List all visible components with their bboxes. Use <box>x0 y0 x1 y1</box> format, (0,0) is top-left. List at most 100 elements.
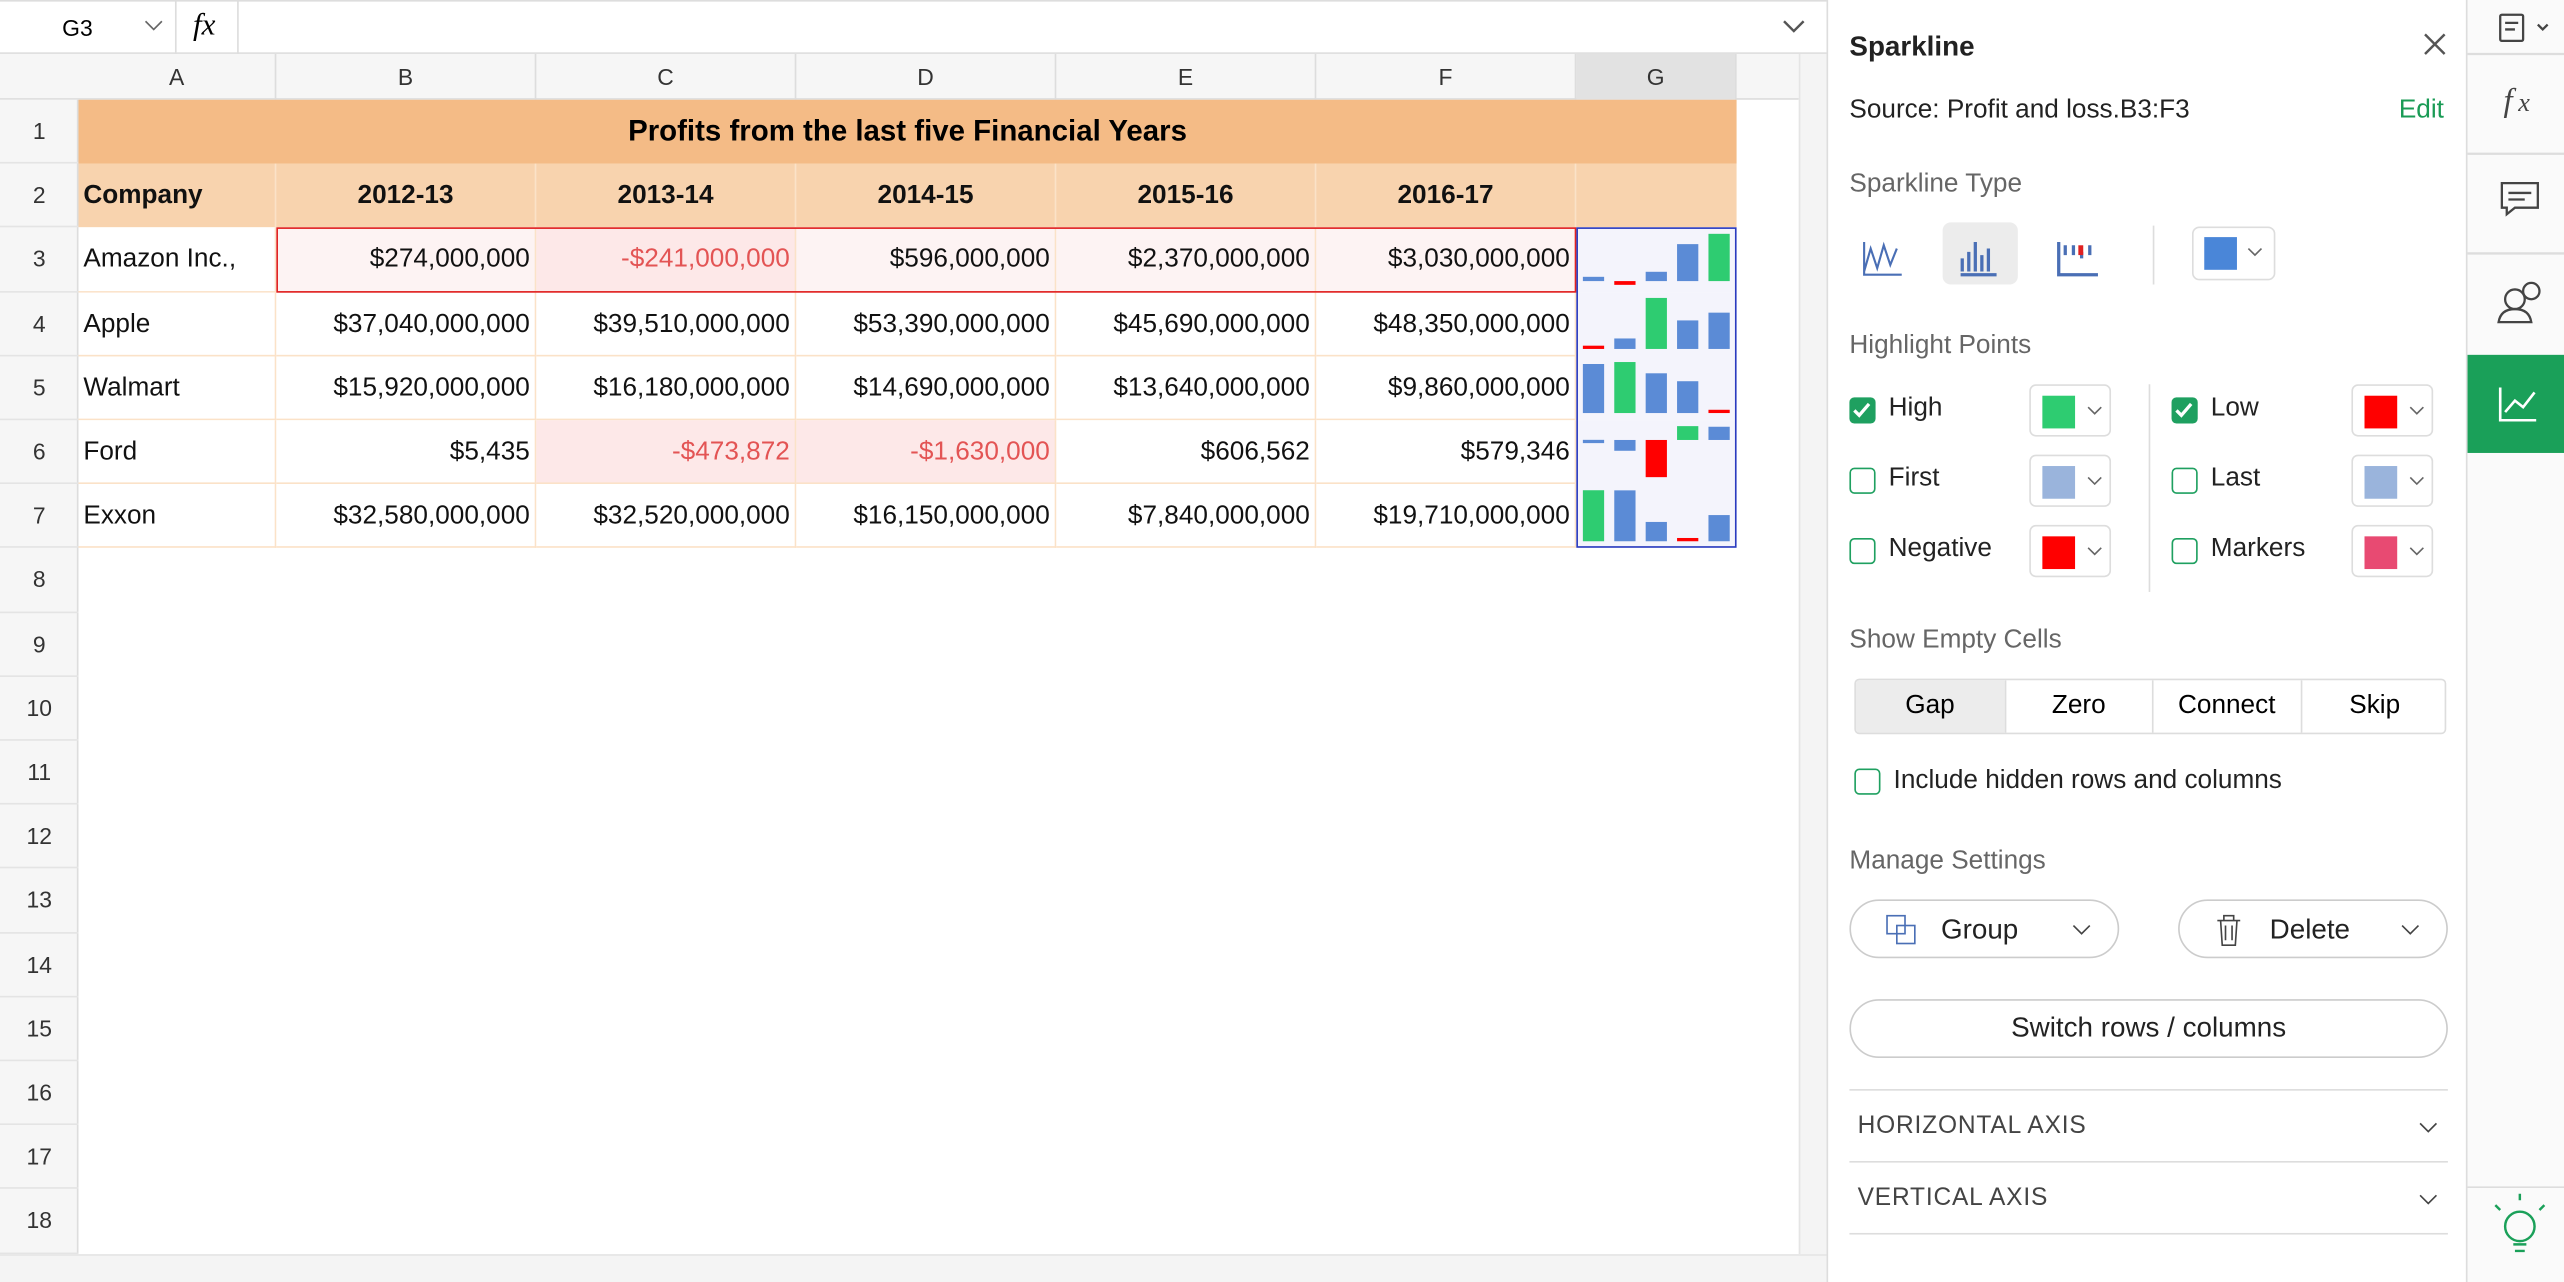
cell[interactable]: Ford <box>78 420 277 485</box>
header-cell: 2015-16 <box>1056 163 1317 228</box>
cell[interactable]: Amazon Inc., <box>78 227 277 293</box>
cell[interactable]: $9,860,000,000 <box>1316 356 1577 421</box>
segment[interactable]: Connect <box>2151 680 2300 733</box>
checkbox[interactable] <box>1849 467 1876 494</box>
column-header[interactable]: D <box>796 53 1057 100</box>
column-header[interactable]: B <box>276 53 537 100</box>
checkbox[interactable] <box>1854 768 1881 795</box>
chev <box>2409 547 2424 556</box>
accordion[interactable]: HORIZONTAL AXIS <box>1857 1111 2087 1140</box>
cell[interactable]: -$1,630,000 <box>796 420 1057 485</box>
spark-bar <box>1677 321 1699 350</box>
row-header[interactable]: 10 <box>0 677 79 741</box>
type-icons[interactable] <box>1846 219 2304 291</box>
row-header[interactable]: 15 <box>0 997 79 1062</box>
color-dropdown[interactable] <box>2029 524 2112 578</box>
cell[interactable]: -$473,872 <box>536 420 797 485</box>
cell[interactable]: Exxon <box>78 484 277 549</box>
column-header[interactable]: F <box>1316 53 1577 100</box>
color-dropdown[interactable] <box>2351 384 2434 437</box>
row-header[interactable]: 5 <box>0 356 79 421</box>
close[interactable] <box>2423 33 2446 56</box>
cell[interactable]: $16,180,000,000 <box>536 356 797 421</box>
fx-label: fx <box>192 8 216 43</box>
color-dropdown[interactable] <box>2351 454 2434 507</box>
header-row-bg <box>78 163 1737 228</box>
row-header[interactable]: 9 <box>0 613 79 677</box>
v-scrollbar[interactable] <box>1798 53 1827 1255</box>
cell[interactable]: $3,030,000,000 <box>1316 227 1577 293</box>
option-label: Markers <box>2210 534 2306 563</box>
expand[interactable] <box>1782 20 1805 35</box>
row-header[interactable]: 4 <box>0 292 79 357</box>
cell[interactable]: $15,920,000,000 <box>276 356 537 421</box>
cell[interactable]: $16,150,000,000 <box>796 484 1057 549</box>
cell[interactable]: Apple <box>78 292 277 357</box>
winloss-icon <box>2057 242 2098 277</box>
switch-button[interactable]: Switch rows / columns <box>1849 999 2448 1058</box>
group-button[interactable]: Group <box>1849 899 2120 959</box>
cell[interactable]: $39,510,000,000 <box>536 292 797 357</box>
row-header[interactable]: 8 <box>0 548 79 613</box>
row-header[interactable]: 14 <box>0 933 79 998</box>
cell[interactable]: $32,580,000,000 <box>276 484 537 549</box>
row-header[interactable]: 3 <box>0 228 79 293</box>
option-label: Last <box>2210 464 2261 493</box>
spark-bar <box>1677 381 1699 414</box>
row-header[interactable]: 2 <box>0 164 79 228</box>
cell[interactable]: $579,346 <box>1316 420 1577 485</box>
separator <box>1849 1160 2448 1163</box>
row-header[interactable]: 18 <box>0 1189 79 1254</box>
cell[interactable]: $5,435 <box>276 420 537 485</box>
row-header[interactable]: 12 <box>0 805 79 869</box>
delete-button[interactable]: Delete <box>2178 899 2448 959</box>
row-header[interactable]: 16 <box>0 1061 79 1126</box>
row-header[interactable]: 13 <box>0 869 79 934</box>
edit-link[interactable]: Edit <box>2398 96 2444 125</box>
row-header[interactable]: 11 <box>0 741 79 805</box>
row-header[interactable]: 17 <box>0 1125 79 1190</box>
checkbox[interactable] <box>1849 397 1876 424</box>
cell[interactable]: $13,640,000,000 <box>1056 356 1317 421</box>
cell[interactable]: $274,000,000 <box>276 227 537 293</box>
cell[interactable]: $2,370,000,000 <box>1056 227 1317 293</box>
accordion[interactable]: VERTICAL AXIS <box>1857 1183 2049 1212</box>
row-header[interactable]: 6 <box>0 420 79 485</box>
column-header[interactable]: G <box>1576 53 1737 100</box>
segment[interactable]: Skip <box>2299 680 2445 733</box>
cell[interactable]: $32,520,000,000 <box>536 484 797 549</box>
loss-mark <box>2078 245 2084 256</box>
checkbox[interactable] <box>1849 537 1876 565</box>
segment[interactable]: Zero <box>2003 680 2152 733</box>
checkbox[interactable] <box>2171 397 2198 424</box>
cell[interactable]: $14,690,000,000 <box>796 356 1057 421</box>
checkbox[interactable] <box>2171 467 2198 494</box>
column-header[interactable]: C <box>536 53 797 100</box>
spark-bar <box>1708 427 1730 441</box>
cell[interactable]: $606,562 <box>1056 420 1317 485</box>
color-dropdown[interactable] <box>2351 524 2434 578</box>
color-dropdown[interactable] <box>2029 384 2112 437</box>
cell[interactable]: $37,040,000,000 <box>276 292 537 357</box>
checkbox[interactable] <box>2171 537 2198 565</box>
cell[interactable]: -$241,000,000 <box>536 227 797 293</box>
cell[interactable]: Walmart <box>78 356 277 421</box>
check <box>2175 402 2193 418</box>
h-scrollbar[interactable] <box>0 1254 1827 1282</box>
column-header[interactable]: A <box>78 53 277 100</box>
cell[interactable]: $19,710,000,000 <box>1316 484 1577 549</box>
spark-bar <box>1645 522 1667 542</box>
cell[interactable]: $596,000,000 <box>796 227 1057 293</box>
segment[interactable]: Gap <box>1855 680 2004 733</box>
column-header[interactable]: E <box>1056 53 1317 100</box>
row-header[interactable]: 1 <box>0 100 79 164</box>
cell[interactable]: $45,690,000,000 <box>1056 292 1317 357</box>
name-box[interactable]: G3 <box>0 0 177 54</box>
formula-bar <box>0 0 1827 54</box>
row-header[interactable]: 7 <box>0 484 79 549</box>
cell[interactable]: $53,390,000,000 <box>796 292 1057 357</box>
cell[interactable]: $7,840,000,000 <box>1056 484 1317 549</box>
cell[interactable]: $48,350,000,000 <box>1316 292 1577 357</box>
color-dropdown[interactable] <box>2029 454 2112 507</box>
